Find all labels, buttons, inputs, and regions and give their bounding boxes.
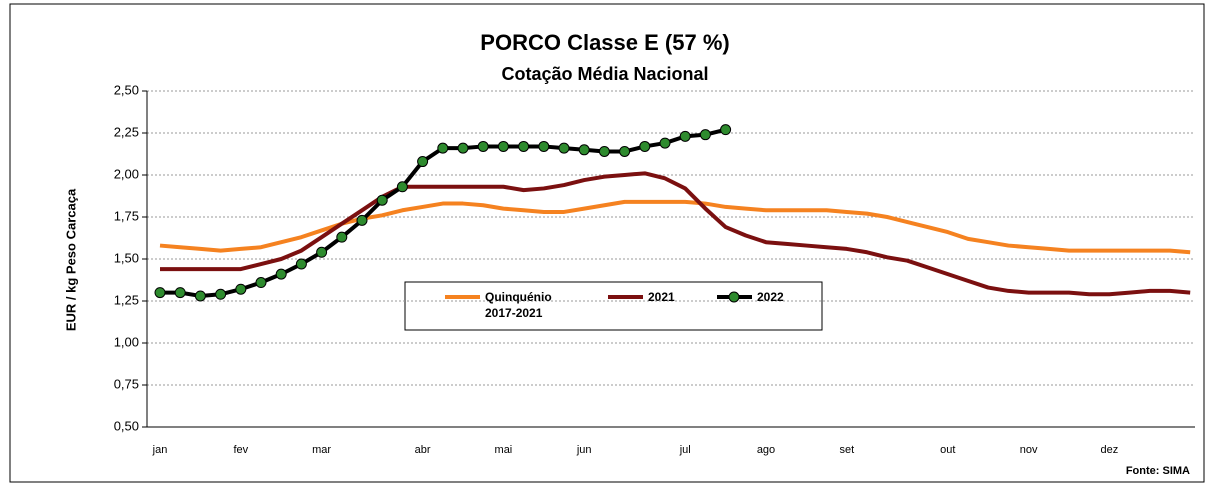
data-point <box>639 140 651 152</box>
data-point <box>558 142 570 154</box>
chart-title: PORCO Classe E (57 %) <box>480 30 729 55</box>
data-point <box>295 258 307 270</box>
x-tick-label: abr <box>415 444 431 456</box>
source: Fonte: SIMA <box>1126 465 1190 477</box>
data-point <box>174 287 186 299</box>
x-tick-label: nov <box>1020 444 1038 456</box>
data-point <box>720 124 732 136</box>
data-point <box>356 214 368 226</box>
data-point <box>336 231 348 243</box>
data-point <box>518 140 530 152</box>
y-tick-label: 1,25 <box>114 292 139 307</box>
data-point <box>275 268 287 280</box>
data-point <box>497 140 509 152</box>
data-point <box>679 130 691 142</box>
series-line <box>160 171 1191 297</box>
legend-label: Quinquénio 2017-2021 <box>485 290 552 320</box>
data-point <box>396 181 408 193</box>
legend-label: 2021 <box>648 290 675 304</box>
data-point <box>477 140 489 152</box>
data-point <box>255 277 267 289</box>
legend-label: 2022 <box>757 290 784 304</box>
data-point <box>215 288 227 300</box>
data-point <box>619 145 631 157</box>
y-tick-label: 1,50 <box>114 250 139 265</box>
y-tick-label: 0,75 <box>114 376 139 391</box>
data-point <box>598 145 610 157</box>
x-tick-label: jun <box>576 444 592 456</box>
y-tick-label: 1,75 <box>114 208 139 223</box>
data-point <box>316 246 328 258</box>
data-point <box>154 287 166 299</box>
data-point <box>235 283 247 295</box>
x-tick-label: mar <box>312 444 331 456</box>
x-tick-label: fev <box>233 444 248 456</box>
data-point <box>194 290 206 302</box>
data-point <box>578 144 590 156</box>
series-line <box>159 199 1191 255</box>
data-point <box>538 140 550 152</box>
data-point <box>376 194 388 206</box>
y-tick-label: 1,00 <box>114 334 139 349</box>
x-tick-label: ago <box>757 444 775 456</box>
x-tick-label: out <box>940 444 955 456</box>
y-tick-label: 2,50 <box>114 82 139 97</box>
x-tick-label: jan <box>152 444 168 456</box>
x-tick-label: mai <box>495 444 513 456</box>
x-tick-label: dez <box>1101 444 1119 456</box>
y-tick-label: 2,00 <box>114 166 139 181</box>
legend-box <box>404 281 823 331</box>
legend-marker <box>728 291 740 303</box>
x-tick-label: jul <box>679 444 691 456</box>
x-tick-label: set <box>839 444 854 456</box>
data-point <box>437 142 449 154</box>
chart-subtitle: Cotação Média Nacional <box>501 64 708 84</box>
y-tick-label: 0,50 <box>114 418 139 433</box>
y-tick-label: 2,25 <box>114 124 139 139</box>
y-axis-label: EUR / kg Peso Carcaça <box>63 188 78 331</box>
data-point <box>699 129 711 141</box>
data-point <box>457 142 469 154</box>
data-point <box>417 156 429 168</box>
data-point <box>659 137 671 149</box>
